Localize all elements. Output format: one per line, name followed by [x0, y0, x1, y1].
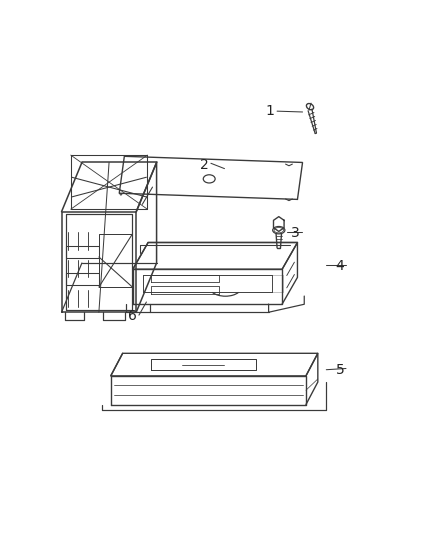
- Text: 3: 3: [291, 226, 300, 240]
- Text: 5: 5: [336, 363, 344, 377]
- Text: 2: 2: [200, 158, 208, 172]
- Text: 6: 6: [128, 309, 137, 324]
- Text: 4: 4: [336, 259, 344, 273]
- Text: 1: 1: [266, 104, 275, 118]
